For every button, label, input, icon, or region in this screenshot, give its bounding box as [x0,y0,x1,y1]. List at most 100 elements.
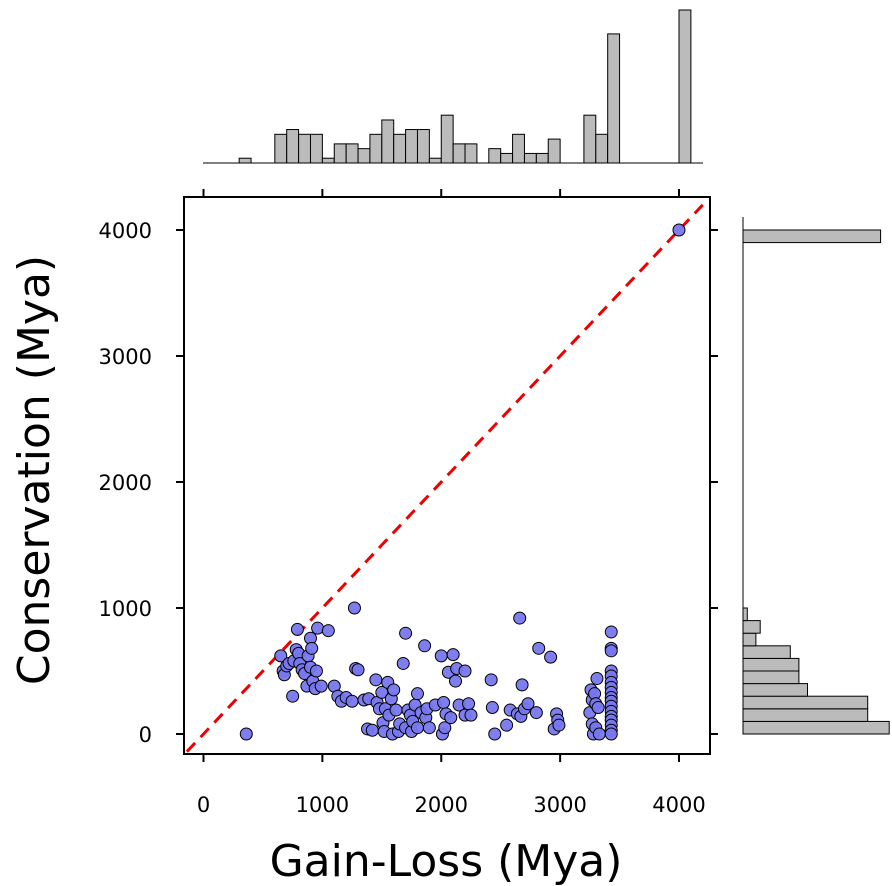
data-point [321,624,335,638]
y-histogram-bar [742,229,882,244]
data-point [314,679,328,693]
x-tick-label: 0 [197,793,210,817]
reference-line-y-equals-x [185,203,704,753]
y-histogram-bar [742,657,800,672]
x-histogram-bar [512,133,525,164]
data-point [488,727,502,741]
x-histogram-bar [607,33,621,164]
data-point [347,601,361,615]
x-histogram-bar [488,148,502,164]
data-point [345,694,359,708]
data-point [591,701,605,715]
x-histogram-bar [238,157,252,164]
data-point [410,687,424,701]
x-axis-label: Gain-Loss (Mya) [270,836,623,886]
x-tick-label: 3000 [533,793,586,817]
x-histogram-bar [535,152,549,164]
x-histogram-bar [428,157,442,164]
y-histogram-bar [742,695,869,710]
axis-ticks: 0 1000 2000 3000 4000 0 1000 2000 3000 4000 [99,189,718,817]
x-marginal-histogram [203,9,703,164]
data-point [458,664,472,678]
x-histogram-bar [393,133,407,164]
y-tick-label: 3000 [99,345,152,369]
data-point [438,721,452,735]
data-point [305,641,319,655]
data-point [485,701,499,715]
reference-line-group [185,203,704,753]
y-tick-label: 2000 [99,471,152,495]
x-histogram-bar [298,133,311,164]
data-point [434,649,448,663]
x-histogram-bar [274,133,288,164]
x-histogram-bar [369,133,383,164]
x-histogram-bar [405,129,418,164]
data-point [484,673,498,687]
x-histogram-bar [333,143,347,164]
x-histogram-bar [440,114,454,164]
y-histogram-bar [742,632,757,647]
data-point [365,723,379,737]
data-point [590,672,604,686]
data-point [449,674,463,688]
data-point [369,673,383,687]
y-histogram-bar [742,683,808,697]
data-point [351,663,365,677]
y-marginal-histogram [742,217,890,735]
x-histogram-bar [547,138,561,164]
x-histogram-bar [381,119,395,164]
data-point [286,689,300,703]
data-point [592,727,606,741]
x-histogram-bar [523,152,537,164]
x-histogram-bar [500,152,514,164]
x-histogram-bar [286,129,300,164]
plot-frame [183,196,711,755]
x-tick-label: 4000 [652,793,705,817]
data-point [544,650,558,664]
x-histogram-bar [583,114,597,164]
data-point [604,727,618,741]
data-point [311,621,325,635]
y-histogram-bar [742,645,791,659]
data-point [464,708,478,722]
y-histogram-bar [742,708,869,722]
data-point [672,223,686,237]
x-tick-label: 2000 [415,793,468,817]
data-point [309,664,323,678]
data-points [239,223,686,741]
y-histogram-bar [742,607,748,622]
data-point [552,718,566,732]
y-tick-label: 1000 [99,597,152,621]
y-histogram-bar [742,720,890,735]
data-point [513,611,527,625]
data-point [290,622,304,636]
data-point [389,703,403,717]
data-point [604,644,618,658]
data-point [437,696,451,709]
data-point [422,721,436,735]
data-point [444,711,458,725]
x-histogram-bar [595,133,609,164]
y-tick-label: 0 [139,723,152,747]
data-point [532,641,546,655]
y-axis-label: Conservation (Mya) [9,255,60,685]
y-histogram-bar [742,670,800,685]
x-histogram-bar [452,143,466,164]
data-point [274,649,288,663]
data-point [446,648,460,662]
x-histogram-bar [357,148,371,164]
data-point [396,656,410,670]
data-point [387,683,401,697]
x-histogram-bar [416,129,430,164]
y-histogram-bar [742,620,761,634]
x-histogram-bar [309,133,323,164]
data-point [604,625,618,639]
data-point [515,678,529,692]
data-point [239,727,253,741]
y-tick-label: 4000 [99,219,152,243]
x-histogram-bar [464,143,478,164]
data-point [410,721,424,735]
data-point [418,639,432,653]
data-point [521,697,535,711]
